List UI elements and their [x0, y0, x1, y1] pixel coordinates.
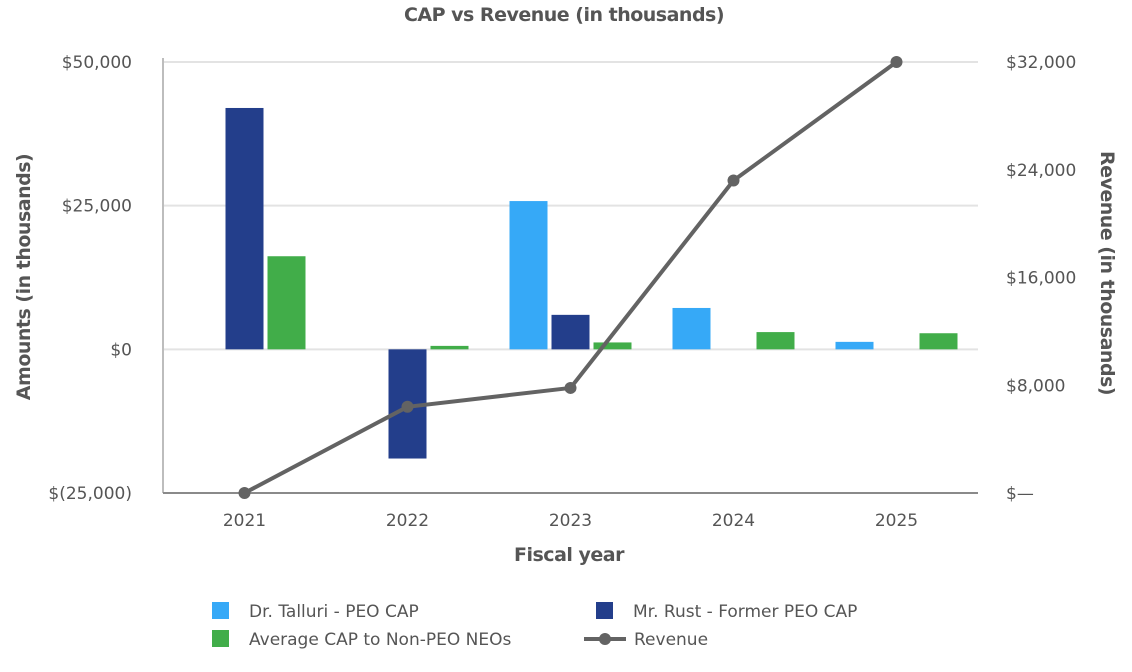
legend-swatch	[596, 602, 613, 619]
x-tick-label: 2024	[712, 511, 755, 531]
legend-swatch	[212, 602, 229, 619]
revenue-point	[238, 487, 251, 499]
x-tick-label: 2021	[223, 511, 266, 531]
legend-item: Average CAP to Non-PEO NEOs	[212, 630, 511, 650]
legend-label: Revenue	[634, 630, 708, 650]
legend-item: Dr. Talluri - PEO CAP	[212, 602, 419, 622]
bar	[225, 107, 264, 350]
y2-tick-label: $8,000	[1006, 376, 1065, 396]
legend-item: Revenue	[584, 630, 708, 650]
revenue-point	[564, 381, 577, 394]
x-tick-label: 2022	[386, 511, 429, 531]
legend: Dr. Talluri - PEO CAP Mr. Rust - Former P…	[212, 602, 857, 650]
legend-label: Dr. Talluri - PEO CAP	[249, 602, 419, 622]
x-axis-title: Fiscal year	[514, 544, 625, 566]
bar	[919, 333, 958, 350]
y-tick-label: $0	[110, 340, 132, 360]
axes	[162, 58, 978, 494]
x-tick-label: 2025	[875, 511, 918, 531]
revenue-line-path	[243, 60, 898, 495]
bar	[593, 342, 632, 350]
bar	[672, 307, 711, 350]
y2-axis-title: Revenue (in thousands)	[1096, 151, 1118, 395]
y2-tick-label: $32,000	[1006, 53, 1076, 73]
x-tick-label: 2023	[549, 511, 592, 531]
y2-tick-label: $24,000	[1006, 161, 1076, 181]
y-tick-label: $50,000	[62, 53, 132, 73]
bar	[430, 345, 469, 350]
y-axis-title: Amounts (in thousands)	[13, 154, 35, 400]
legend-label: Average CAP to Non-PEO NEOs	[249, 630, 511, 650]
revenue-point	[401, 400, 414, 413]
bar	[509, 201, 548, 350]
legend-label: Mr. Rust - Former PEO CAP	[633, 602, 857, 622]
bars	[225, 107, 958, 459]
bar	[551, 314, 590, 350]
y2-tick-label: $16,000	[1006, 269, 1076, 289]
revenue-point	[890, 56, 903, 68]
y-tick-label: $25,000	[62, 197, 132, 217]
tick-labels: $(25,000) $0 $25,000 $50,000 $— $8,000 $16,000…	[48, 53, 1076, 531]
bar	[835, 341, 874, 350]
revenue-line	[238, 56, 903, 499]
y2-tick-label: $—	[1006, 484, 1034, 504]
legend-swatch-marker	[599, 633, 611, 645]
y-tick-label: $(25,000)	[48, 484, 132, 504]
legend-swatch	[212, 630, 229, 647]
revenue-point	[727, 174, 740, 187]
bar	[756, 332, 795, 350]
legend-item: Mr. Rust - Former PEO CAP	[596, 602, 857, 622]
bar	[267, 256, 306, 350]
chart-title: CAP vs Revenue (in thousands)	[404, 4, 724, 26]
